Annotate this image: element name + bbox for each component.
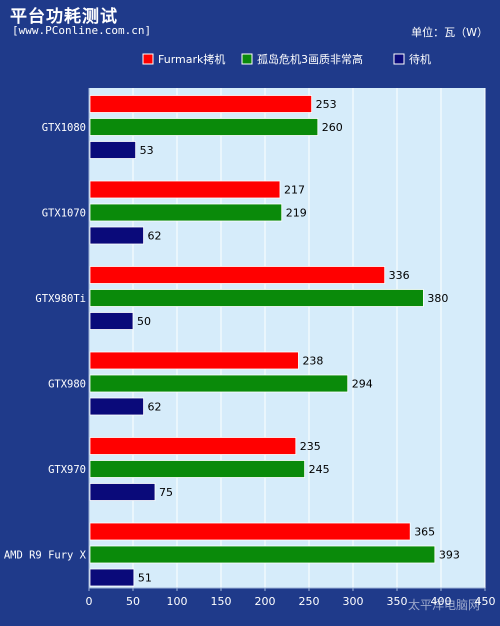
category-label: GTX1070 — [42, 208, 86, 220]
bar — [89, 568, 135, 587]
bar — [89, 460, 306, 478]
x-tick-label: 100 — [167, 595, 188, 608]
bar — [89, 312, 134, 330]
category-label: GTX980 — [48, 379, 86, 391]
legend-swatch — [142, 53, 154, 65]
bar — [89, 203, 283, 222]
x-tick-label: 250 — [299, 595, 320, 608]
bar — [89, 483, 156, 501]
bar — [89, 289, 424, 307]
category-label: GTX970 — [48, 464, 86, 476]
bar-value-label: 62 — [148, 401, 162, 414]
bar-value-label: 62 — [148, 230, 162, 243]
bar-value-label: 365 — [414, 526, 435, 539]
bar — [89, 180, 281, 199]
bar — [89, 397, 144, 416]
bar-value-label: 217 — [284, 184, 305, 197]
watermark-text: 太平洋电脑网 — [408, 597, 480, 612]
bar — [89, 266, 386, 284]
bar-value-label: 53 — [140, 144, 154, 157]
bar-value-label: 393 — [439, 549, 460, 562]
bar — [89, 545, 436, 564]
bar-value-label: 50 — [137, 315, 151, 328]
legend-swatch — [241, 53, 253, 65]
x-tick-label: 150 — [211, 595, 232, 608]
bar — [89, 118, 319, 136]
bar — [89, 141, 137, 159]
bar — [89, 522, 411, 541]
bar — [89, 374, 349, 393]
bar-value-label: 235 — [300, 440, 321, 453]
bar-value-label: 219 — [286, 207, 307, 220]
page-title: 平台功耗测试 — [10, 7, 118, 27]
bar-value-label: 51 — [138, 572, 152, 585]
bar-value-label: 294 — [352, 378, 373, 391]
x-tick-label: 400 — [431, 595, 452, 608]
x-tick-label: 350 — [387, 595, 408, 608]
bar-value-label: 238 — [302, 355, 323, 368]
bar-value-label: 245 — [309, 463, 330, 476]
category-label: GTX980Ti — [35, 293, 86, 305]
bar-value-label: 336 — [389, 269, 410, 282]
legend-label: 待机 — [409, 52, 431, 66]
bar — [89, 437, 297, 455]
x-tick-label: 300 — [343, 595, 364, 608]
unit-label: 单位：瓦（W） — [411, 26, 488, 39]
x-tick-label: 450 — [475, 595, 496, 608]
bar-value-label: 380 — [427, 292, 448, 305]
bar — [89, 226, 144, 245]
bar-value-label: 253 — [316, 98, 337, 111]
legend-label: Furmark拷机 — [158, 52, 225, 66]
bar — [89, 351, 299, 370]
bar — [89, 95, 313, 113]
category-label: AMD R9 Fury X — [4, 550, 87, 562]
x-tick-label: 200 — [255, 595, 276, 608]
legend-label: 孤岛危机3画质非常高 — [257, 52, 363, 66]
legend-swatch — [393, 53, 405, 65]
bar-value-label: 75 — [159, 486, 173, 499]
category-label: GTX1080 — [42, 122, 86, 134]
bar-value-label: 260 — [322, 121, 343, 134]
plot-area — [89, 88, 485, 588]
x-tick-label: 50 — [126, 595, 140, 608]
page-subtitle: [www.PConline.com.cn] — [12, 24, 152, 37]
x-tick-label: 0 — [86, 595, 93, 608]
